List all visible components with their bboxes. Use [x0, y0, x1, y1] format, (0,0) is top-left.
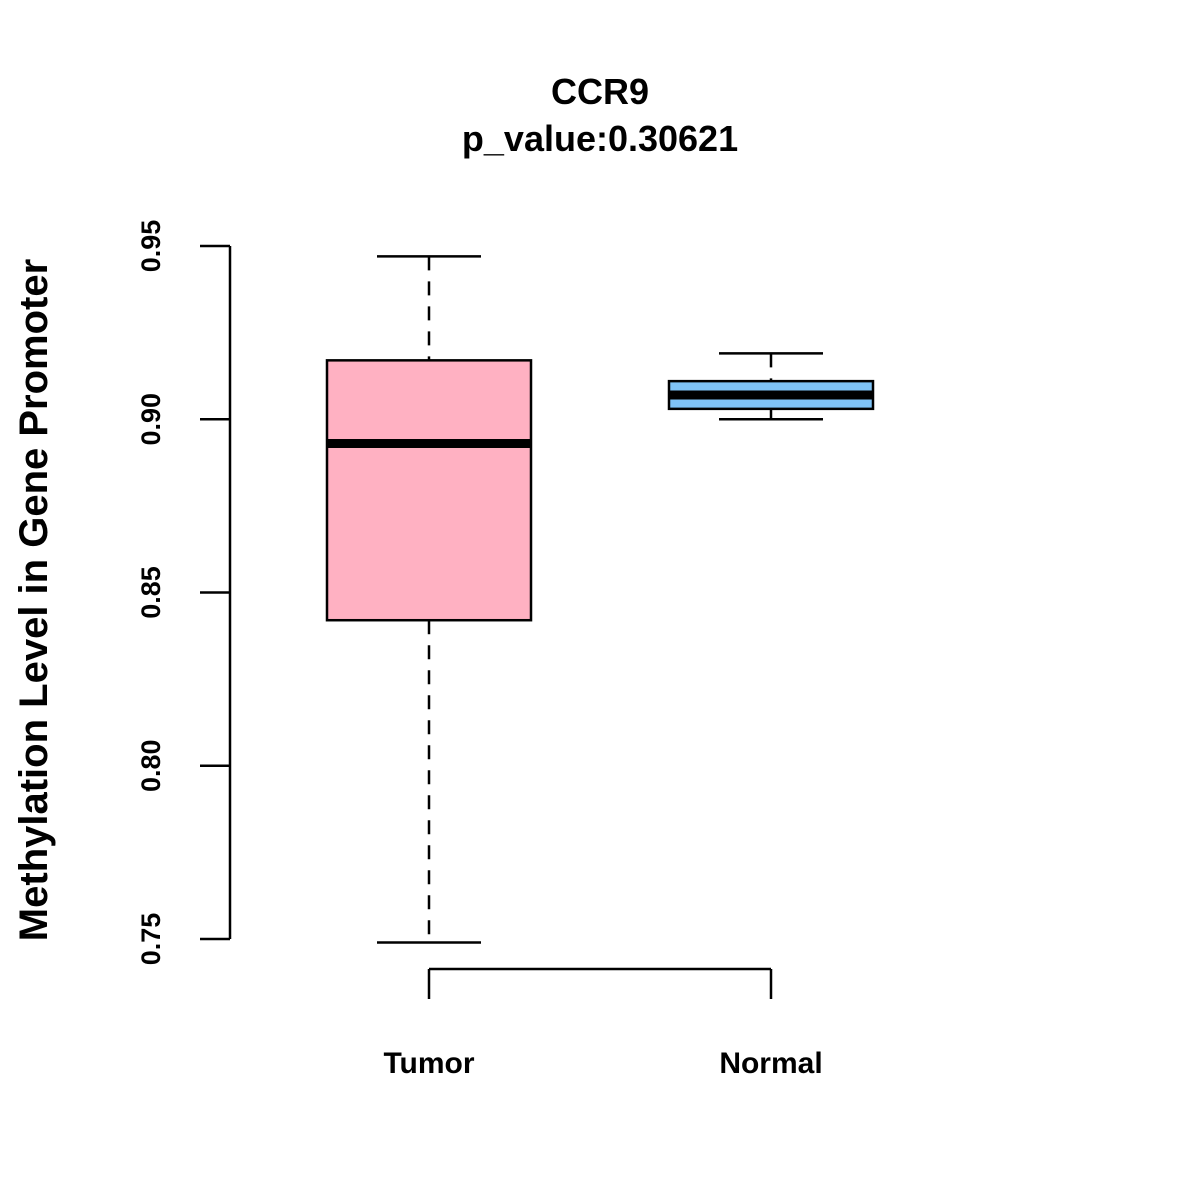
x-axis: Tumor Normal: [383, 967, 823, 1080]
y-axis: 0.75 0.80 0.85 0.90 0.95: [136, 220, 232, 966]
x-tick-label: Normal: [719, 1047, 822, 1080]
y-axis-label: Methylation Level in Gene Promoter: [12, 259, 56, 941]
chart-title: CCR9: [551, 71, 649, 112]
box-normal: [667, 352, 875, 421]
y-tick-label: 0.90: [136, 393, 166, 446]
iqr-box: [325, 359, 533, 622]
y-tick-label: 0.85: [136, 566, 166, 619]
chart-subtitle: p_value:0.30621: [462, 118, 738, 159]
x-tick-label: Tumor: [383, 1047, 474, 1080]
y-tick-label: 0.95: [136, 220, 166, 273]
box-tumor: [325, 255, 533, 944]
boxes-group: [325, 255, 875, 944]
y-tick-label: 0.80: [136, 739, 166, 792]
y-tick-label: 0.75: [136, 913, 166, 966]
